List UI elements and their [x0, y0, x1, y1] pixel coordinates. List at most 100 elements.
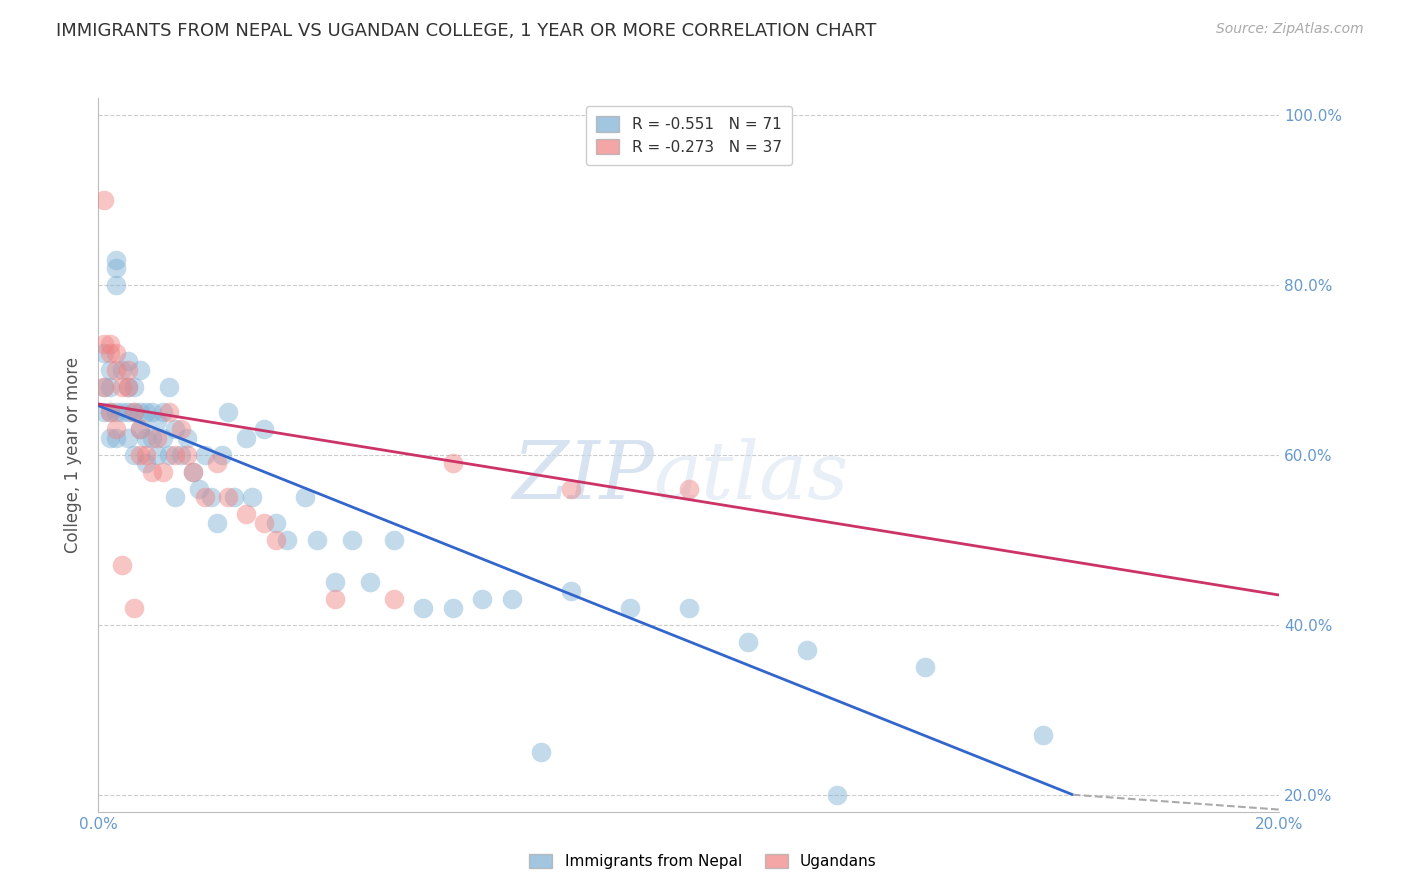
- Point: [157, 380, 180, 394]
- Point: [152, 465, 174, 479]
- Point: [105, 363, 128, 377]
- Point: [146, 448, 169, 462]
- Point: [117, 431, 139, 445]
- Point: [98, 431, 121, 445]
- Point: [276, 533, 298, 547]
- Point: [382, 533, 405, 547]
- Point: [205, 457, 228, 471]
- Point: [165, 448, 187, 462]
- Point: [181, 465, 204, 479]
- Point: [264, 533, 287, 547]
- Point: [111, 363, 134, 377]
- Point: [105, 405, 128, 419]
- Point: [117, 380, 139, 394]
- Point: [825, 788, 848, 802]
- Point: [235, 508, 257, 522]
- Point: [98, 363, 121, 377]
- Point: [93, 337, 115, 351]
- Point: [141, 431, 163, 445]
- Point: [122, 380, 145, 394]
- Point: [157, 405, 180, 419]
- Point: [678, 482, 700, 496]
- Point: [560, 482, 582, 496]
- Point: [412, 600, 434, 615]
- Point: [117, 354, 139, 368]
- Point: [205, 516, 228, 530]
- Point: [141, 465, 163, 479]
- Point: [619, 600, 641, 615]
- Point: [560, 583, 582, 598]
- Point: [111, 558, 134, 573]
- Point: [117, 380, 139, 394]
- Legend: Immigrants from Nepal, Ugandans: Immigrants from Nepal, Ugandans: [523, 848, 883, 875]
- Point: [323, 575, 346, 590]
- Point: [240, 491, 263, 505]
- Point: [117, 405, 139, 419]
- Point: [93, 193, 115, 207]
- Point: [105, 346, 128, 360]
- Point: [305, 533, 328, 547]
- Point: [211, 448, 233, 462]
- Point: [170, 448, 193, 462]
- Point: [93, 405, 115, 419]
- Point: [170, 422, 193, 436]
- Point: [796, 643, 818, 657]
- Text: atlas: atlas: [654, 438, 849, 515]
- Point: [194, 448, 217, 462]
- Point: [530, 745, 553, 759]
- Point: [141, 405, 163, 419]
- Point: [157, 448, 180, 462]
- Point: [93, 380, 115, 394]
- Point: [122, 448, 145, 462]
- Point: [194, 491, 217, 505]
- Point: [128, 405, 150, 419]
- Point: [135, 431, 157, 445]
- Point: [224, 491, 246, 505]
- Point: [111, 380, 134, 394]
- Point: [98, 405, 121, 419]
- Point: [235, 431, 257, 445]
- Point: [146, 414, 169, 428]
- Point: [165, 491, 187, 505]
- Point: [128, 422, 150, 436]
- Point: [98, 346, 121, 360]
- Point: [200, 491, 222, 505]
- Text: Source: ZipAtlas.com: Source: ZipAtlas.com: [1216, 22, 1364, 37]
- Point: [105, 422, 128, 436]
- Point: [98, 337, 121, 351]
- Point: [323, 592, 346, 607]
- Point: [98, 380, 121, 394]
- Point: [152, 431, 174, 445]
- Point: [146, 431, 169, 445]
- Point: [187, 482, 209, 496]
- Point: [501, 592, 523, 607]
- Point: [128, 422, 150, 436]
- Point: [135, 405, 157, 419]
- Point: [105, 278, 128, 293]
- Point: [122, 405, 145, 419]
- Point: [128, 363, 150, 377]
- Point: [253, 422, 276, 436]
- Point: [359, 575, 381, 590]
- Point: [737, 635, 759, 649]
- Point: [122, 405, 145, 419]
- Point: [105, 260, 128, 275]
- Point: [111, 405, 134, 419]
- Point: [253, 516, 276, 530]
- Point: [93, 380, 115, 394]
- Point: [98, 405, 121, 419]
- Point: [441, 457, 464, 471]
- Text: ZIP: ZIP: [512, 438, 654, 515]
- Legend: R = -0.551   N = 71, R = -0.273   N = 37: R = -0.551 N = 71, R = -0.273 N = 37: [586, 106, 792, 165]
- Point: [105, 252, 128, 267]
- Point: [135, 457, 157, 471]
- Text: IMMIGRANTS FROM NEPAL VS UGANDAN COLLEGE, 1 YEAR OR MORE CORRELATION CHART: IMMIGRANTS FROM NEPAL VS UGANDAN COLLEGE…: [56, 22, 876, 40]
- Point: [176, 431, 198, 445]
- Point: [122, 600, 145, 615]
- Point: [264, 516, 287, 530]
- Point: [217, 405, 239, 419]
- Point: [165, 422, 187, 436]
- Point: [181, 465, 204, 479]
- Point: [128, 448, 150, 462]
- Point: [382, 592, 405, 607]
